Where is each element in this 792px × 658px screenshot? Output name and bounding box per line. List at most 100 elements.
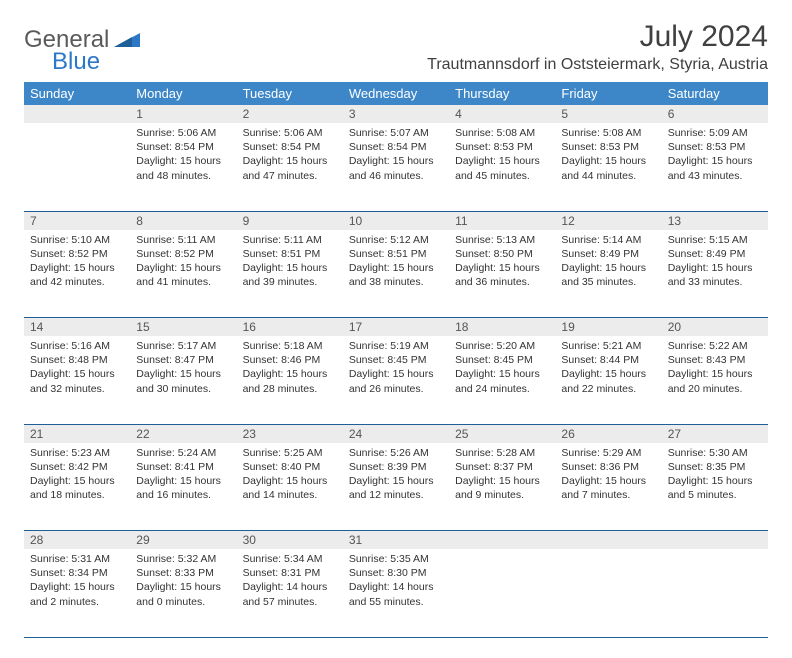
calendar-table: SundayMondayTuesdayWednesdayThursdayFrid… [24,82,768,638]
day-header: Wednesday [343,82,449,105]
day-cell: Sunrise: 5:15 AMSunset: 8:49 PMDaylight:… [662,230,768,318]
cell-line-day2: and 7 minutes. [561,488,655,502]
cell-line-sunrise: Sunrise: 5:34 AM [243,552,337,566]
cell-line-day2: and 24 minutes. [455,382,549,396]
cell-line-sunset: Sunset: 8:45 PM [455,353,549,367]
cell-line-sunrise: Sunrise: 5:35 AM [349,552,443,566]
day-cell: Sunrise: 5:28 AMSunset: 8:37 PMDaylight:… [449,443,555,531]
header: General Blue July 2024 Trautmannsdorf in… [24,20,768,76]
day-cell: Sunrise: 5:07 AMSunset: 8:54 PMDaylight:… [343,123,449,211]
cell-line-sunset: Sunset: 8:44 PM [561,353,655,367]
day-cell [662,549,768,637]
cell-line-day2: and 39 minutes. [243,275,337,289]
cell-line-sunset: Sunset: 8:47 PM [136,353,230,367]
cell-line-sunrise: Sunrise: 5:32 AM [136,552,230,566]
cell-line-day1: Daylight: 14 hours [243,580,337,594]
day-cell: Sunrise: 5:13 AMSunset: 8:50 PMDaylight:… [449,230,555,318]
cell-line-day2: and 48 minutes. [136,169,230,183]
cell-line-sunset: Sunset: 8:37 PM [455,460,549,474]
day-header: Thursday [449,82,555,105]
day-number: 20 [662,318,768,337]
cell-line-sunset: Sunset: 8:53 PM [561,140,655,154]
cell-line-sunrise: Sunrise: 5:11 AM [136,233,230,247]
cell-line-day1: Daylight: 15 hours [136,154,230,168]
cell-line-sunrise: Sunrise: 5:22 AM [668,339,762,353]
day-header: Friday [555,82,661,105]
cell-line-day2: and 0 minutes. [136,595,230,609]
cell-line-day2: and 2 minutes. [30,595,124,609]
day-cell: Sunrise: 5:14 AMSunset: 8:49 PMDaylight:… [555,230,661,318]
cell-line-sunrise: Sunrise: 5:20 AM [455,339,549,353]
cell-line-day2: and 26 minutes. [349,382,443,396]
day-number: 8 [130,211,236,230]
cell-line-day2: and 44 minutes. [561,169,655,183]
cell-line-sunset: Sunset: 8:36 PM [561,460,655,474]
cell-line-sunrise: Sunrise: 5:30 AM [668,446,762,460]
cell-line-sunrise: Sunrise: 5:24 AM [136,446,230,460]
cell-line-day2: and 30 minutes. [136,382,230,396]
cell-line-sunset: Sunset: 8:48 PM [30,353,124,367]
cell-line-day1: Daylight: 15 hours [455,474,549,488]
day-cell: Sunrise: 5:18 AMSunset: 8:46 PMDaylight:… [237,336,343,424]
cell-line-day1: Daylight: 14 hours [349,580,443,594]
day-header: Tuesday [237,82,343,105]
cell-line-sunrise: Sunrise: 5:23 AM [30,446,124,460]
day-number [449,531,555,550]
cell-line-sunset: Sunset: 8:42 PM [30,460,124,474]
day-cell: Sunrise: 5:06 AMSunset: 8:54 PMDaylight:… [237,123,343,211]
cell-line-day2: and 47 minutes. [243,169,337,183]
cell-line-day1: Daylight: 15 hours [136,474,230,488]
cell-line-day2: and 38 minutes. [349,275,443,289]
day-number: 4 [449,105,555,123]
cell-line-sunrise: Sunrise: 5:09 AM [668,126,762,140]
cell-line-day1: Daylight: 15 hours [561,474,655,488]
day-number: 11 [449,211,555,230]
cell-line-sunrise: Sunrise: 5:06 AM [136,126,230,140]
cell-line-day2: and 5 minutes. [668,488,762,502]
day-cell: Sunrise: 5:26 AMSunset: 8:39 PMDaylight:… [343,443,449,531]
day-number: 25 [449,424,555,443]
day-header: Monday [130,82,236,105]
cell-line-sunset: Sunset: 8:49 PM [561,247,655,261]
day-number: 22 [130,424,236,443]
cell-line-sunset: Sunset: 8:43 PM [668,353,762,367]
cell-line-sunrise: Sunrise: 5:13 AM [455,233,549,247]
day-header: Saturday [662,82,768,105]
cell-line-sunset: Sunset: 8:45 PM [349,353,443,367]
cell-line-day1: Daylight: 15 hours [30,580,124,594]
cell-line-day1: Daylight: 15 hours [30,474,124,488]
day-cell: Sunrise: 5:24 AMSunset: 8:41 PMDaylight:… [130,443,236,531]
day-cell: Sunrise: 5:32 AMSunset: 8:33 PMDaylight:… [130,549,236,637]
cell-line-sunset: Sunset: 8:46 PM [243,353,337,367]
cell-line-day2: and 55 minutes. [349,595,443,609]
cell-line-sunset: Sunset: 8:34 PM [30,566,124,580]
day-number: 15 [130,318,236,337]
cell-line-sunset: Sunset: 8:40 PM [243,460,337,474]
cell-line-sunrise: Sunrise: 5:21 AM [561,339,655,353]
day-number: 14 [24,318,130,337]
cell-line-day2: and 46 minutes. [349,169,443,183]
cell-line-sunrise: Sunrise: 5:16 AM [30,339,124,353]
day-header: Sunday [24,82,130,105]
cell-line-day2: and 43 minutes. [668,169,762,183]
cell-line-sunrise: Sunrise: 5:10 AM [30,233,124,247]
cell-line-day1: Daylight: 15 hours [349,474,443,488]
cell-line-sunrise: Sunrise: 5:15 AM [668,233,762,247]
day-number [24,105,130,123]
day-number: 16 [237,318,343,337]
day-number: 3 [343,105,449,123]
day-cell: Sunrise: 5:34 AMSunset: 8:31 PMDaylight:… [237,549,343,637]
cell-line-day1: Daylight: 15 hours [561,154,655,168]
cell-line-sunrise: Sunrise: 5:26 AM [349,446,443,460]
cell-line-day2: and 41 minutes. [136,275,230,289]
cell-line-sunset: Sunset: 8:54 PM [349,140,443,154]
day-cell: Sunrise: 5:08 AMSunset: 8:53 PMDaylight:… [555,123,661,211]
day-number: 10 [343,211,449,230]
cell-line-day1: Daylight: 15 hours [349,261,443,275]
cell-line-sunset: Sunset: 8:39 PM [349,460,443,474]
cell-line-sunset: Sunset: 8:50 PM [455,247,549,261]
cell-line-day1: Daylight: 15 hours [136,261,230,275]
cell-line-sunset: Sunset: 8:31 PM [243,566,337,580]
cell-line-sunset: Sunset: 8:54 PM [243,140,337,154]
day-cell: Sunrise: 5:35 AMSunset: 8:30 PMDaylight:… [343,549,449,637]
